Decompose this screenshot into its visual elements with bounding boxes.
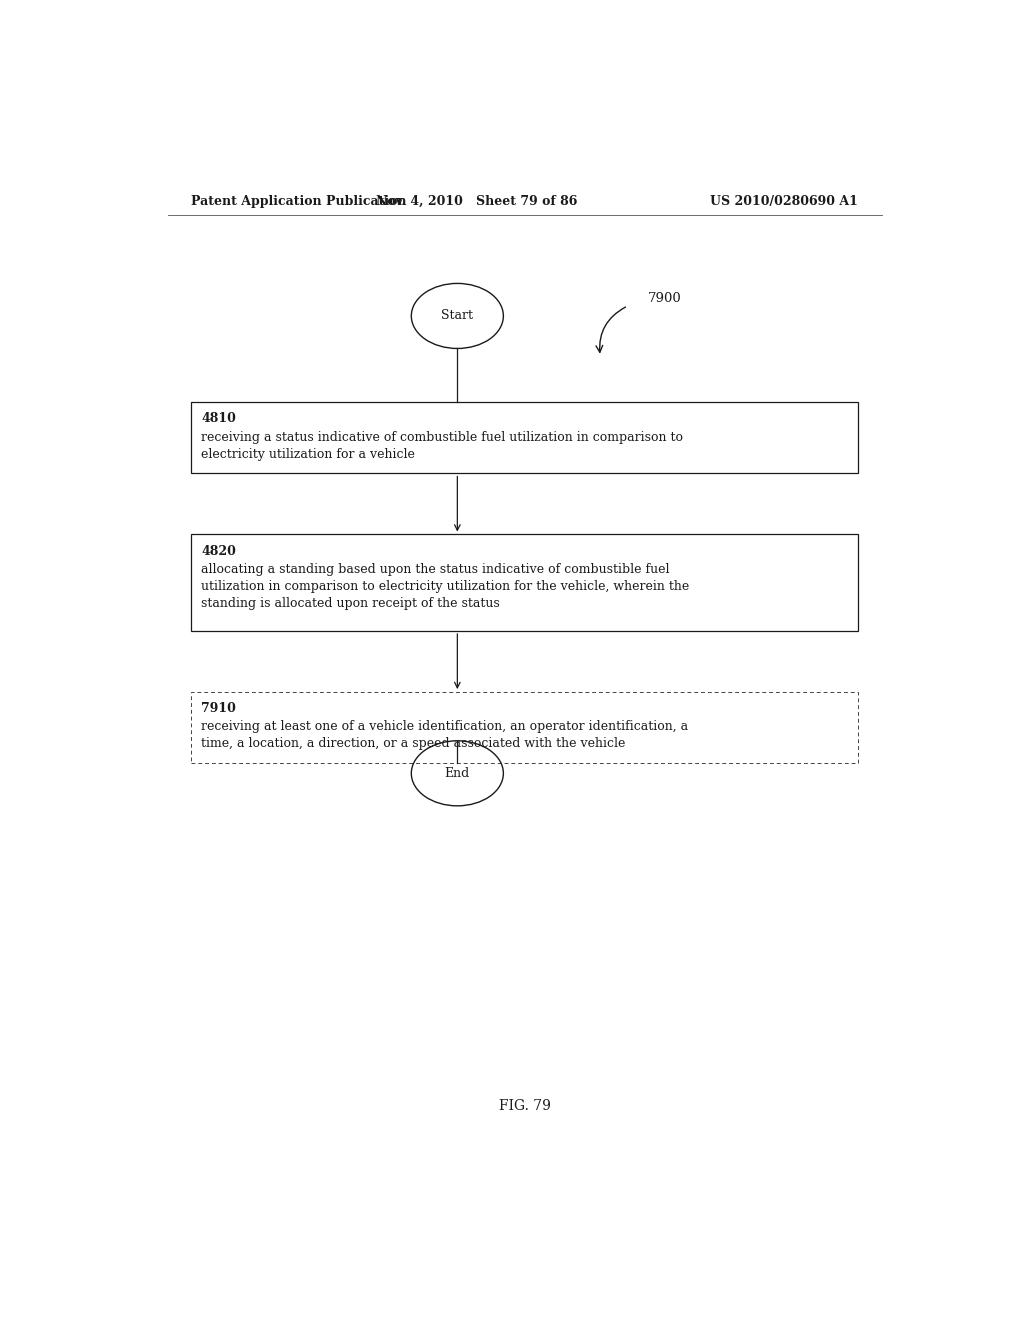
Bar [191,535,858,631]
Text: allocating a standing based upon the status indicative of combustible fuel
utili: allocating a standing based upon the sta… [201,562,689,610]
Text: FIG. 79: FIG. 79 [499,1098,551,1113]
Text: Nov. 4, 2010   Sheet 79 of 86: Nov. 4, 2010 Sheet 79 of 86 [377,194,578,207]
Text: 4820: 4820 [201,545,236,557]
Text: 4810: 4810 [201,412,236,425]
Text: 7910: 7910 [201,702,236,715]
Text: Start: Start [441,309,473,322]
Text: US 2010/0280690 A1: US 2010/0280690 A1 [711,194,858,207]
Text: receiving a status indicative of combustible fuel utilization in comparison to
e: receiving a status indicative of combust… [201,430,683,461]
Text: receiving at least one of a vehicle identification, an operator identification, : receiving at least one of a vehicle iden… [201,721,688,751]
Text: Patent Application Publication: Patent Application Publication [191,194,407,207]
Bar [191,692,858,763]
Text: End: End [444,767,470,780]
Text: 7900: 7900 [648,292,682,305]
Bar [191,403,858,474]
